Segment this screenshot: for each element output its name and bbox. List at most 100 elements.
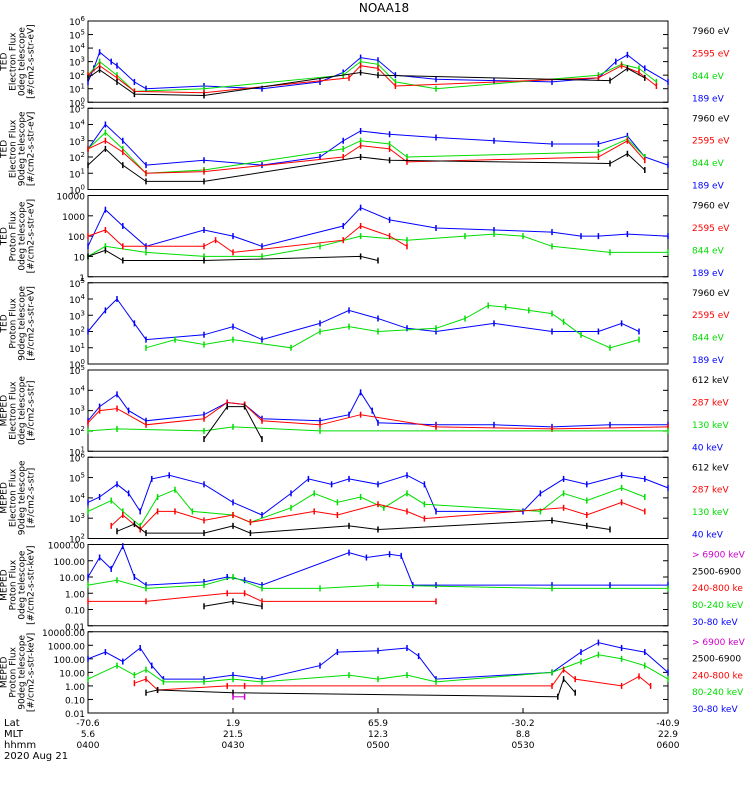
data-point-black xyxy=(122,162,124,169)
data-point-magenta xyxy=(243,693,246,700)
data-point-red xyxy=(359,411,362,418)
data-point-black xyxy=(626,150,629,157)
data-point-red xyxy=(174,508,176,515)
data-point-black xyxy=(156,686,159,693)
series-line-black xyxy=(87,148,646,182)
data-point-blue xyxy=(168,472,170,479)
data-point-black xyxy=(232,522,234,529)
data-point-blue xyxy=(104,649,107,656)
data-point-red xyxy=(406,508,408,515)
data-point-blue xyxy=(620,320,623,327)
y-tick-label: 105 xyxy=(69,102,85,115)
data-point-red xyxy=(551,425,553,432)
series-line-green xyxy=(87,60,657,92)
data-point-green xyxy=(383,504,385,511)
data-point-green xyxy=(348,672,350,679)
data-point-red xyxy=(423,515,426,522)
data-point-red xyxy=(104,137,107,144)
data-point-black xyxy=(388,157,391,164)
data-point-blue xyxy=(406,645,408,651)
data-point-green xyxy=(377,582,379,589)
data-point-blue xyxy=(597,233,600,240)
data-point-blue xyxy=(122,222,124,229)
data-point-blue xyxy=(388,131,391,138)
data-point-green xyxy=(597,651,600,658)
data-point-blue xyxy=(145,162,147,169)
data-point-red xyxy=(359,62,362,69)
data-point-green xyxy=(319,328,321,335)
data-point-blue xyxy=(104,206,107,213)
data-point-red xyxy=(203,168,205,175)
data-point-green xyxy=(145,344,147,351)
data-point-black xyxy=(562,676,565,683)
data-point-blue xyxy=(435,328,437,335)
data-point-red xyxy=(551,682,553,689)
data-point-green xyxy=(162,678,165,685)
data-point-black xyxy=(261,603,263,610)
y-axis-label: TEDElectron Flux0deg telescope[#/cm2-s-s… xyxy=(0,24,37,99)
y-tick-label: 104 xyxy=(69,42,85,55)
data-point-green xyxy=(551,310,553,317)
x-tick-label-hhmm: 0430 xyxy=(222,741,245,751)
data-point-black xyxy=(557,693,559,700)
data-point-red xyxy=(562,666,565,673)
data-point-green xyxy=(87,508,89,515)
legend-entry: 2595 eV xyxy=(692,137,730,147)
data-point-blue xyxy=(493,137,495,144)
data-point-blue xyxy=(348,307,350,314)
data-point-green xyxy=(667,585,669,592)
data-point-black xyxy=(377,257,379,264)
series-line-green xyxy=(87,426,668,432)
data-point-blue xyxy=(493,320,495,327)
data-point-blue xyxy=(232,672,234,679)
data-point-green xyxy=(116,577,118,584)
x-tick-label-hhmm: 0500 xyxy=(367,741,390,751)
data-point-black xyxy=(359,69,362,76)
data-point-blue xyxy=(226,574,228,580)
data-point-blue xyxy=(319,320,321,327)
data-point-blue xyxy=(261,582,263,589)
data-point-blue xyxy=(551,141,553,147)
data-point-black xyxy=(609,526,611,533)
data-point-black xyxy=(243,403,246,410)
data-point-red xyxy=(261,417,263,424)
data-point-blue xyxy=(435,76,437,83)
data-point-red xyxy=(638,673,640,680)
data-point-black xyxy=(348,522,350,529)
data-point-blue xyxy=(667,78,669,85)
data-point-black xyxy=(145,178,147,185)
y-axis-label: MEPEDProton Flux0deg telescope[#/cm2-s-s… xyxy=(0,545,37,624)
data-point-blue xyxy=(232,323,234,330)
data-point-blue xyxy=(620,472,623,479)
data-point-blue xyxy=(435,134,437,141)
data-point-red xyxy=(638,69,640,76)
data-point-blue xyxy=(551,582,553,589)
panel-8: 10000.00 1000.00 100.00 10.00 1.00 0.10 0.01 ME… xyxy=(0,629,746,720)
data-point-black xyxy=(87,74,89,81)
data-point-red xyxy=(620,62,623,69)
data-point-blue xyxy=(133,320,136,327)
legend-entry: 612 keV xyxy=(692,376,729,386)
data-point-blue xyxy=(620,645,623,651)
data-point-red xyxy=(156,508,159,515)
data-point-red xyxy=(122,512,124,519)
y-tick-label: 0.10 xyxy=(65,696,85,706)
chart-title: NOAA18 xyxy=(359,1,409,15)
legend-entry: 612 keV xyxy=(692,463,729,473)
data-point-blue xyxy=(435,582,437,589)
data-point-red xyxy=(435,423,437,430)
y-tick-label: 105 xyxy=(69,364,85,377)
data-point-green xyxy=(609,344,611,351)
data-point-green xyxy=(319,427,321,434)
legend-entry: 189 eV xyxy=(692,356,725,366)
data-point-black xyxy=(133,521,136,528)
data-point-black xyxy=(377,72,379,79)
legend-entry: 80-240 keV xyxy=(692,601,744,611)
series-line-green xyxy=(87,131,646,174)
data-point-green xyxy=(145,249,147,256)
data-point-red xyxy=(394,83,397,89)
data-point-green xyxy=(359,137,362,144)
data-point-blue xyxy=(359,128,362,134)
data-point-black xyxy=(574,689,576,696)
